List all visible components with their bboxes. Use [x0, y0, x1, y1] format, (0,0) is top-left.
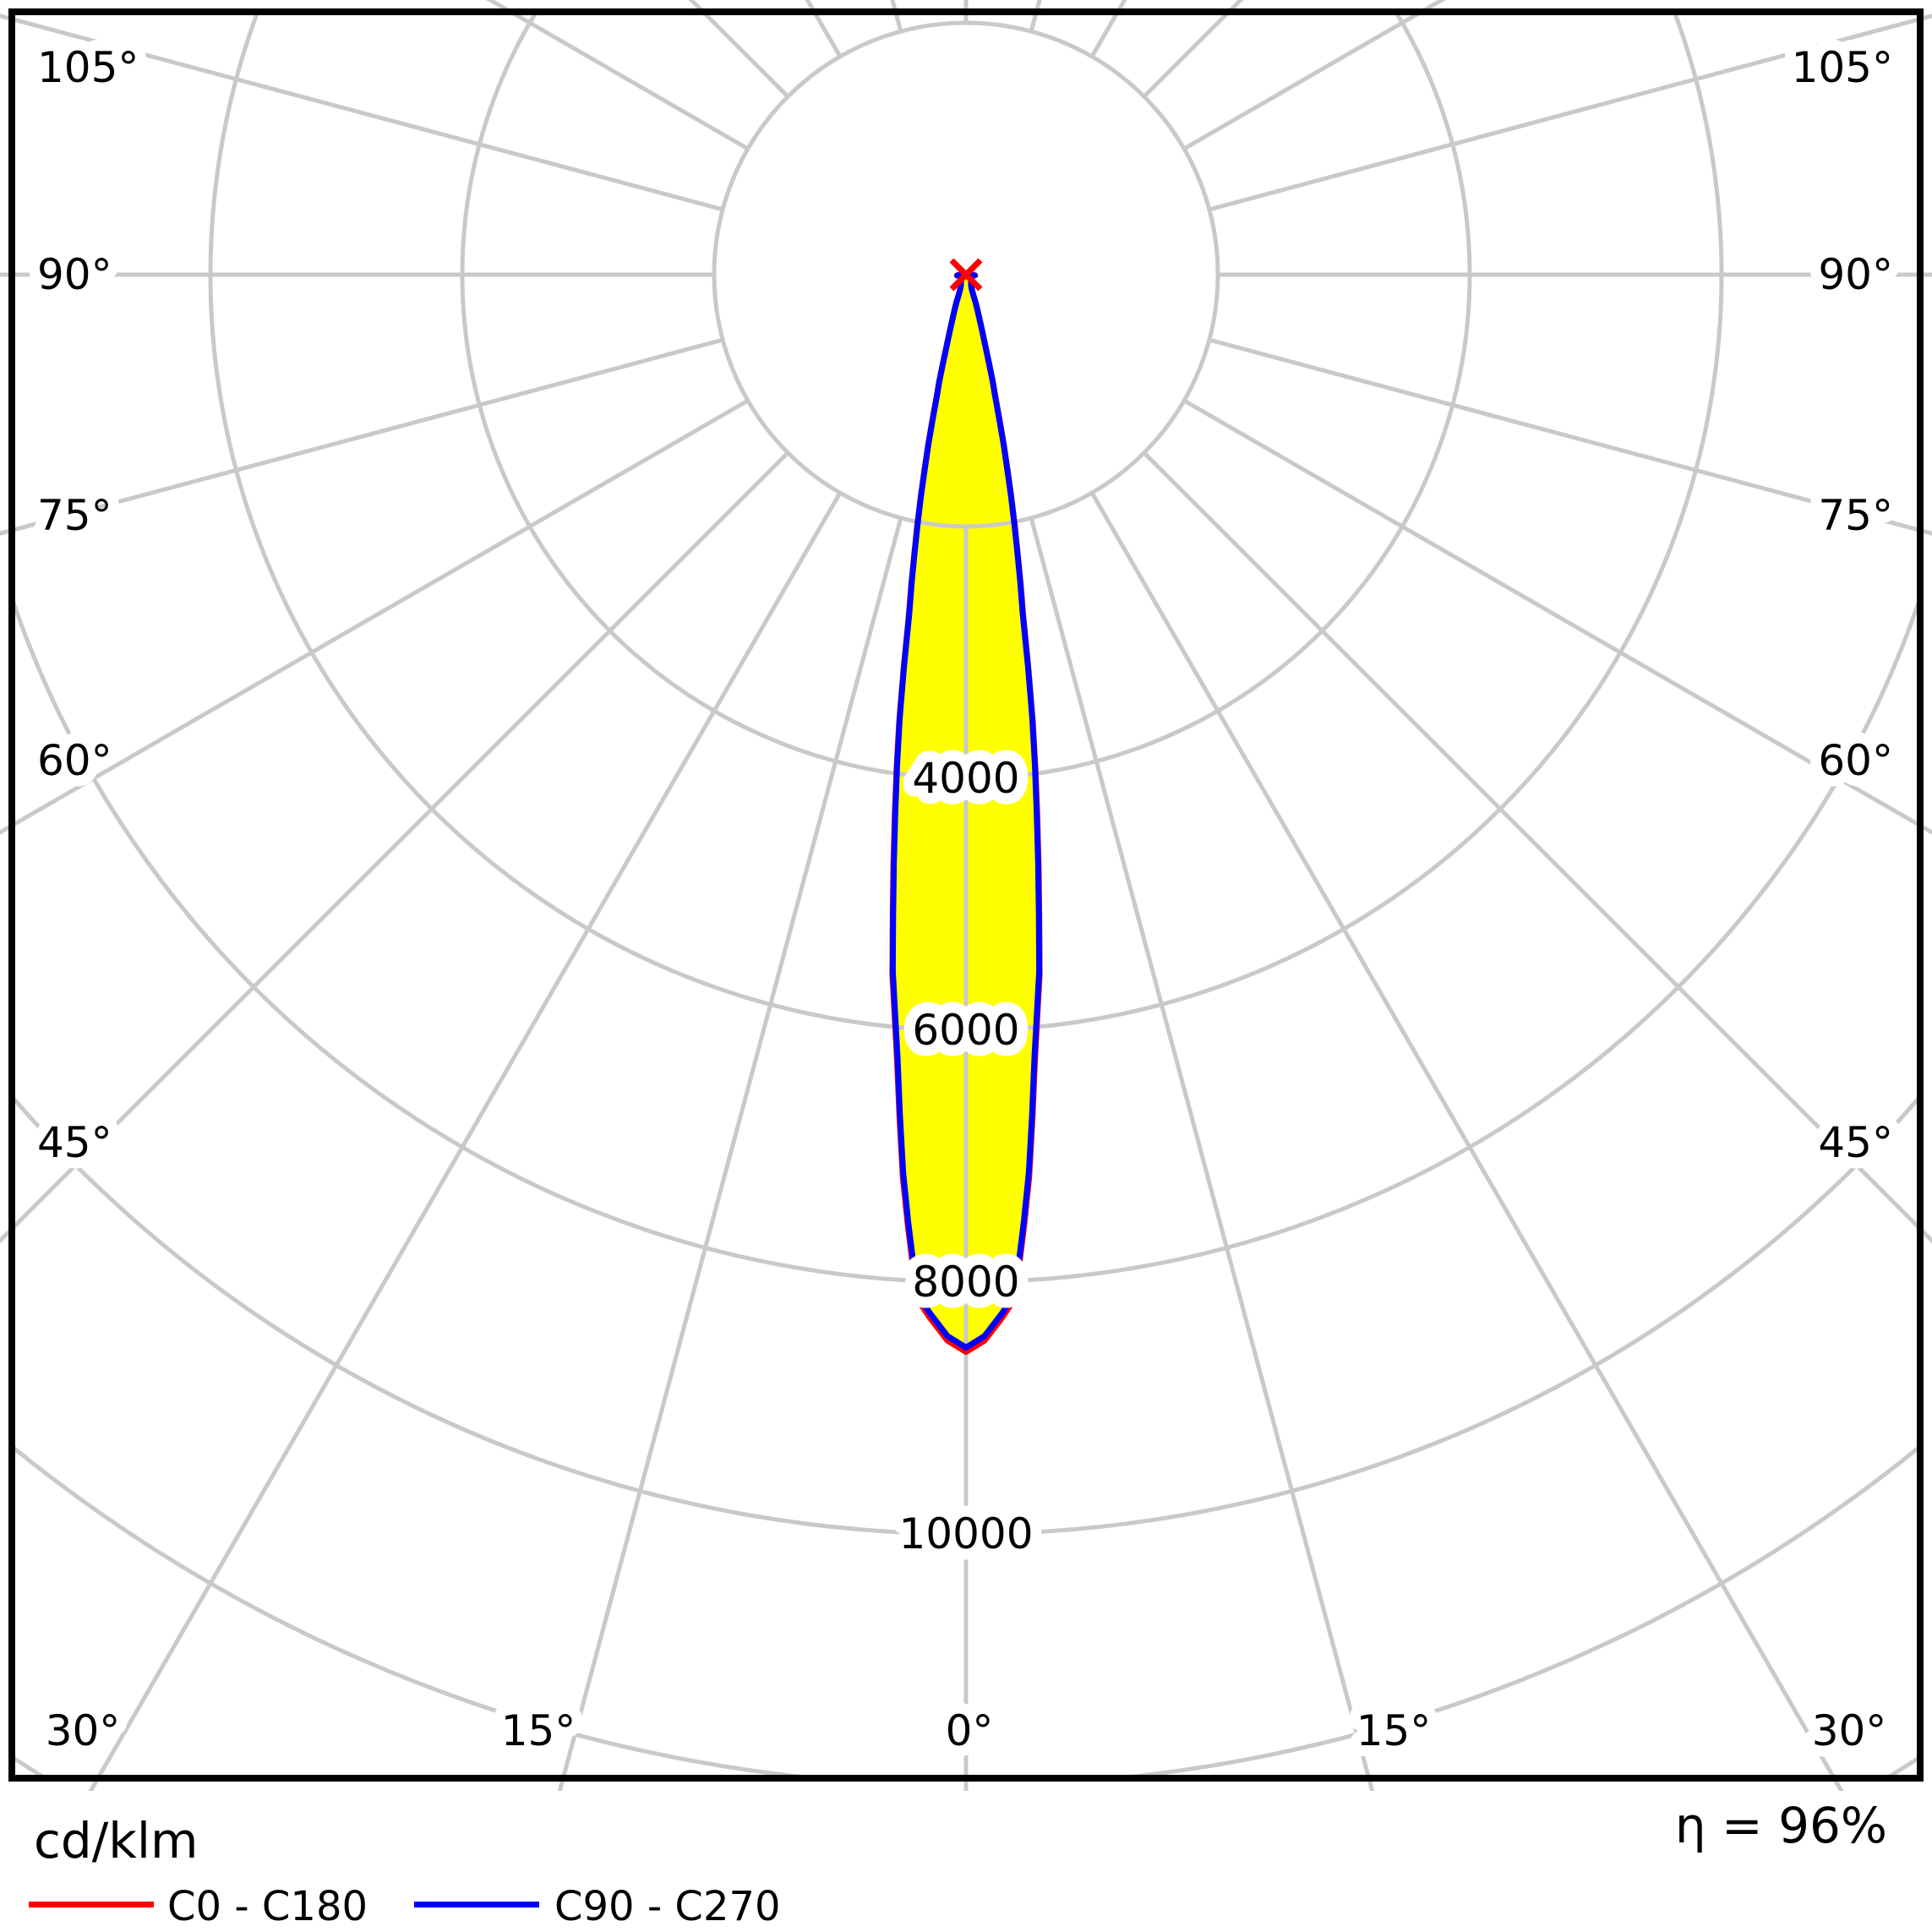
legend-line-c90-c270 [414, 1902, 539, 1907]
angle-label: 45° [1818, 1118, 1893, 1167]
efficiency-label: η = 96% [1674, 1797, 1887, 1854]
angle-label: 0° [946, 1706, 994, 1755]
origin-cross-marker [949, 258, 983, 292]
angle-spoke [557, 517, 903, 1791]
angle-label: 75° [1818, 491, 1893, 540]
angle-label: 60° [37, 736, 112, 785]
angle-label: 105° [1792, 43, 1893, 92]
angle-spoke [1209, 14, 1932, 212]
ring-value-label: 10000 [898, 1509, 1033, 1558]
angle-spoke [1182, 398, 1932, 835]
ring-value-label: 6000 [912, 1006, 1019, 1055]
angle-label: 45° [37, 1118, 112, 1167]
units-label: cd/klm [34, 1812, 199, 1869]
intensity-ring [208, 12, 1724, 1033]
marker-stroke [949, 258, 983, 292]
legend-label-c0-c180: C0 - C180 [167, 1883, 368, 1930]
angle-label: 90° [37, 250, 112, 299]
angle-label: 15° [1356, 1706, 1432, 1755]
curve-c90-c270 [889, 271, 1043, 1351]
angle-spoke [1029, 0, 1042, 32]
angle-spoke [88, 491, 843, 1791]
angle-label: 15° [501, 1706, 576, 1755]
angle-spoke [0, 337, 723, 536]
intensity-ring [12, 591, 1920, 1285]
angle-spoke [0, 398, 750, 835]
angle-spoke [0, 14, 723, 212]
ring-value-label: 8000 [912, 1258, 1019, 1307]
angle-label: 30° [46, 1706, 121, 1755]
intensity-ring [712, 20, 1220, 529]
intensity-ring [460, 12, 1472, 781]
angle-spoke [0, 450, 790, 1244]
angle-label: 30° [1812, 1706, 1887, 1755]
angle-spoke [1142, 450, 1932, 1244]
angle-spoke [1089, 491, 1844, 1791]
angle-label: 60° [1818, 736, 1893, 785]
ring-value-label: 4000 [912, 754, 1019, 803]
angle-label: 105° [37, 43, 139, 92]
legend-label-c90-c270: C90 - C270 [554, 1883, 781, 1930]
angle-spoke [890, 0, 903, 32]
intensity-ring [12, 1093, 1920, 1536]
angle-label: 90° [1818, 250, 1893, 299]
plot-frame [8, 8, 1924, 1782]
angle-label: 75° [37, 491, 112, 540]
angle-spoke [1029, 517, 1375, 1791]
angle-spoke [1209, 337, 1932, 536]
legend-line-c0-c180 [29, 1902, 154, 1907]
